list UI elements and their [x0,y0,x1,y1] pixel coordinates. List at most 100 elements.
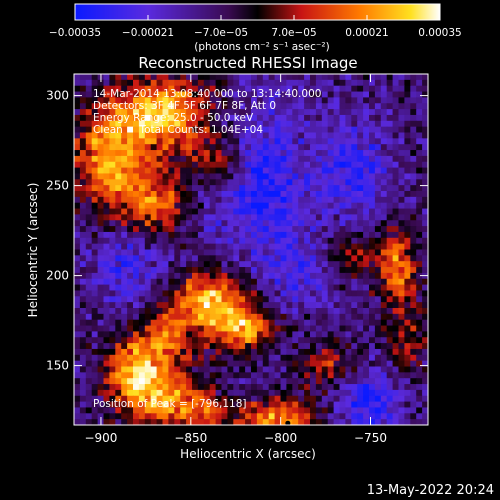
heatmap-cell [79,354,87,362]
heatmap-cell [150,308,158,315]
heatmap-cell [85,114,93,122]
heatmap-cell [357,173,364,180]
heatmap-cell [363,179,370,186]
heatmap-cell [298,284,305,292]
heatmap-cell [79,208,87,215]
heatmap-cell [286,348,293,356]
heatmap-cell [422,114,428,122]
heatmap-cell [156,226,164,233]
heatmap-cell [197,85,205,93]
heatmap-cell [251,126,258,134]
heatmap-cell [392,114,400,122]
heatmap-cell [363,226,370,233]
heatmap-cell [115,337,122,344]
heatmap-cell [256,185,264,192]
heatmap-cell [233,114,240,122]
heatmap-cell [79,173,87,180]
heatmap-cell [209,231,217,239]
heatmap-cell [363,79,370,87]
heatmap-cell [121,132,128,139]
heatmap-cell [416,348,423,356]
heatmap-cell [121,395,128,403]
heatmap-cell [369,337,376,344]
heatmap-cell [174,413,181,420]
heatmap-cell [79,384,87,391]
heatmap-cell [245,85,252,93]
heatmap-cell [416,378,423,385]
heatmap-cell [197,384,205,391]
heatmap-cell [127,366,134,373]
heatmap-cell [351,231,358,239]
heatmap-cell [327,278,335,286]
heatmap-cell [239,220,246,227]
heatmap-cell [339,144,346,151]
heatmap-cell [144,290,152,297]
heatmap-cell [345,85,352,93]
heatmap-cell [398,138,405,145]
heatmap-cell [327,220,335,227]
heatmap-cell [168,337,175,344]
heatmap-cell [286,278,293,286]
heatmap-cell [85,220,93,227]
heatmap-cell [138,272,146,280]
heatmap-cell [103,226,110,233]
heatmap-cell [298,395,305,403]
heatmap-cell [85,74,93,81]
heatmap-cell [351,120,358,128]
heatmap-cell [357,220,364,227]
heatmap-cell [292,378,299,385]
heatmap-cell [280,155,287,163]
heatmap-cell [374,202,382,210]
heatmap-cell [363,308,370,315]
heatmap-cell [256,144,264,151]
heatmap-cell [150,325,158,332]
heatmap-cell [327,120,335,128]
heatmap-cell [304,384,311,391]
heatmap-cell [292,366,299,373]
heatmap-cell [203,261,211,268]
heatmap-cell [203,79,211,87]
heatmap-cell [91,313,99,321]
heatmap-cell [180,91,187,98]
heatmap-cell [174,167,181,175]
heatmap-cell [180,284,187,292]
heatmap-cell [304,97,311,104]
heatmap-cell [203,325,211,332]
heatmap-cell [115,103,122,110]
heatmap-cell [227,79,234,87]
heatmap-cell [286,208,293,215]
heatmap-cell [115,343,122,350]
heatmap-cell [127,231,134,239]
heatmap-cell [363,261,370,268]
heatmap-cell [404,103,411,110]
heatmap-cell [422,144,428,151]
heatmap-cell [357,272,364,280]
heatmap-cell [369,319,376,327]
heatmap-cell [97,360,105,368]
heatmap-cell [333,126,341,134]
heatmap-cell [127,337,134,344]
heatmap-cell [79,167,87,175]
heatmap-cell [233,97,240,104]
heatmap-cell [386,372,394,379]
heatmap-cell [74,74,81,81]
heatmap-cell [410,237,417,245]
heatmap-cell [79,114,87,122]
heatmap-cell [138,79,146,87]
heatmap-cell [168,144,175,151]
heatmap-cell [392,313,400,321]
heatmap-cell [109,261,116,268]
heatmap-cell [239,231,246,239]
heatmap-cell [363,389,370,397]
heatmap-cell [156,384,164,391]
heatmap-cell [380,155,388,163]
heatmap-cell [386,185,394,192]
heatmap-cell [180,243,187,251]
heatmap-cell [186,126,193,134]
heatmap-cell [133,155,140,163]
heatmap-cell [398,389,405,397]
heatmap-cell [221,249,228,256]
heatmap-cell [186,272,193,280]
heatmap-cell [380,325,388,332]
heatmap-cell [85,173,93,180]
